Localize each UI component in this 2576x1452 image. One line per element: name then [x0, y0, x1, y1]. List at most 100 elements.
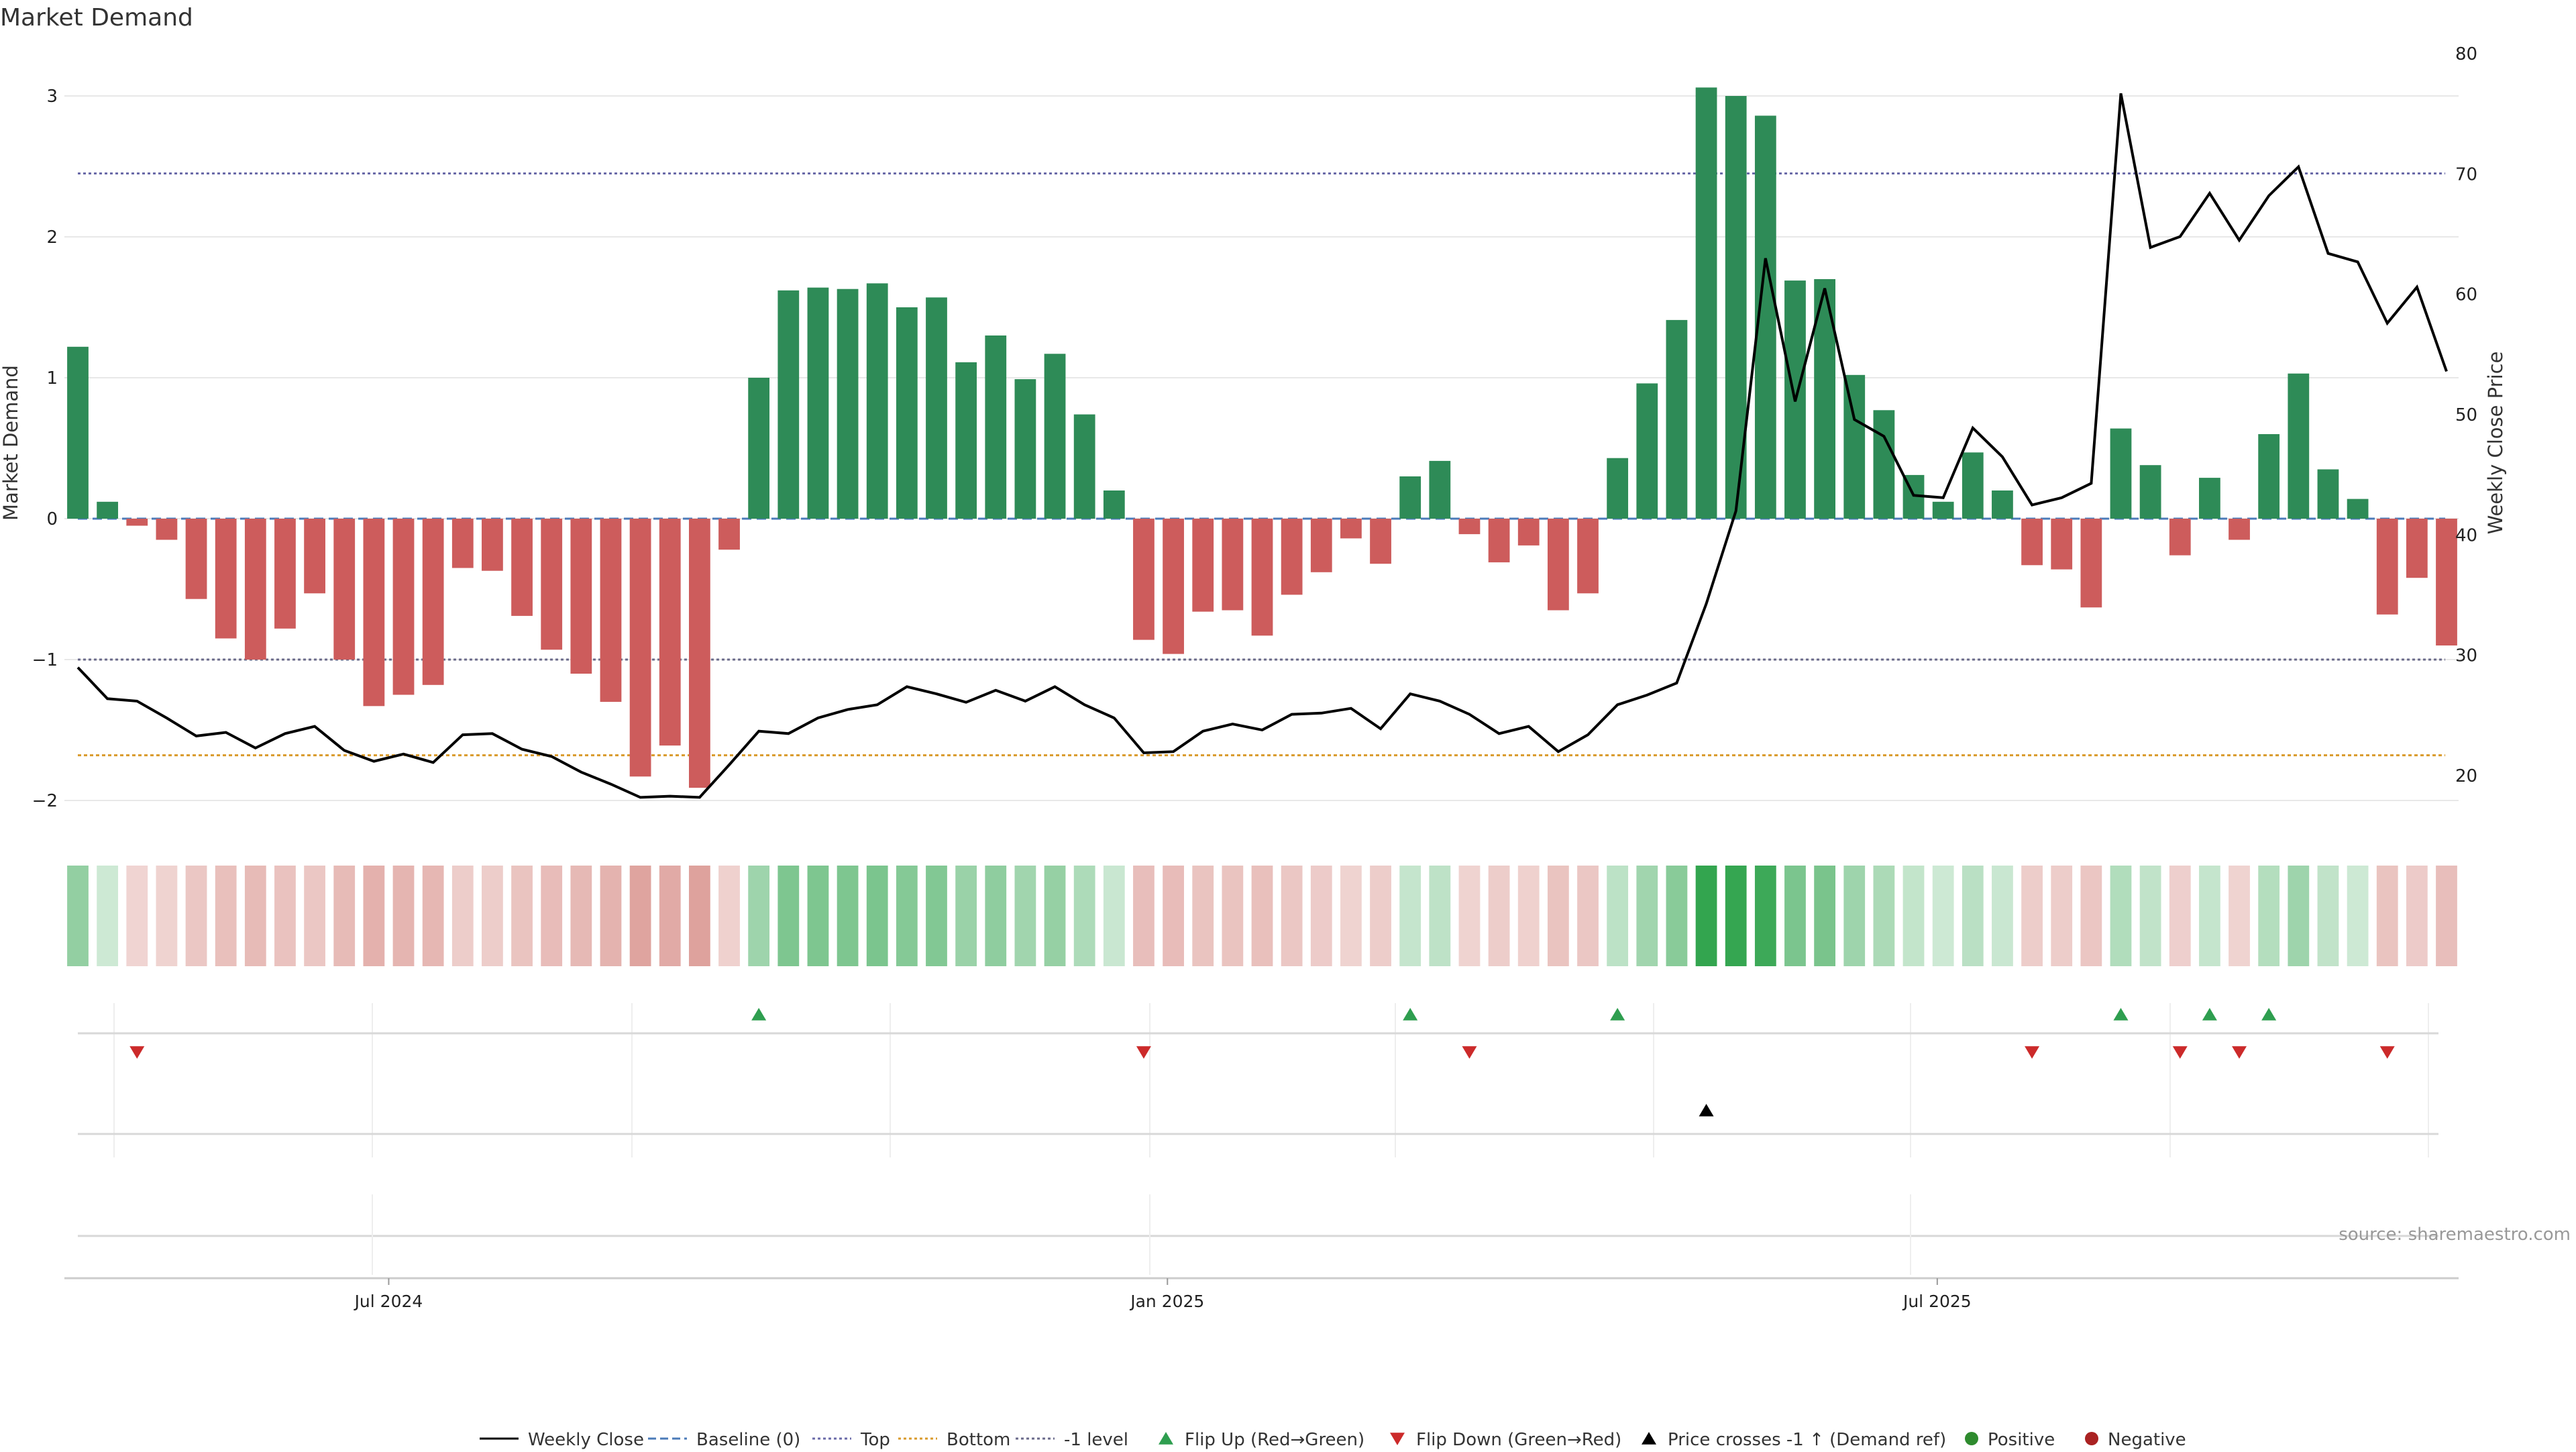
- heat-cell: [837, 866, 859, 966]
- demand-bar: [1429, 460, 1451, 519]
- demand-bar: [985, 335, 1007, 519]
- demand-bar: [629, 519, 651, 777]
- heat-cell: [422, 866, 444, 966]
- heat-cell: [1607, 866, 1629, 966]
- heat-cell: [777, 866, 800, 966]
- flip-up-marker: [2202, 1008, 2217, 1021]
- demand-bars: [67, 87, 2457, 788]
- demand-bar: [156, 519, 178, 540]
- demand-bar: [1547, 519, 1569, 611]
- flip-down-marker: [2232, 1046, 2247, 1059]
- legend-top-label: Top: [860, 1430, 890, 1449]
- heat-cell: [1222, 866, 1244, 966]
- heat-cell: [2169, 866, 2191, 966]
- heat-cell: [2199, 866, 2220, 966]
- demand-bar: [1488, 519, 1510, 563]
- heat-cell: [274, 866, 296, 966]
- demand-bar: [955, 362, 977, 519]
- heat-cell: [1044, 866, 1066, 966]
- demand-bar: [1014, 379, 1036, 519]
- flip-down-marker: [1462, 1046, 1477, 1059]
- heat-cell: [1429, 866, 1451, 966]
- heat-cell: [2051, 866, 2073, 966]
- heat-cell: [1843, 866, 1866, 966]
- heat-cell: [333, 866, 356, 966]
- heat-cell: [866, 866, 888, 966]
- demand-bar: [837, 289, 859, 519]
- heat-cell: [451, 866, 474, 966]
- y-tick-label: 1: [46, 368, 58, 388]
- legend-positive-label: Positive: [1988, 1430, 2055, 1449]
- demand-bar: [2436, 519, 2457, 645]
- heat-cell: [1725, 866, 1747, 966]
- legend-price_cross-label: Price crosses -1 ↑ (Demand ref): [1668, 1430, 1946, 1449]
- demand-heat-strip: [67, 866, 2457, 966]
- heat-cell: [2080, 866, 2102, 966]
- heat-cell: [1517, 866, 1540, 966]
- price-cross-marker: [1699, 1104, 1714, 1117]
- heat-cell: [2110, 866, 2132, 966]
- demand-bar: [896, 307, 918, 519]
- demand-bar: [600, 519, 622, 702]
- heat-cell: [304, 866, 325, 966]
- heat-cell: [97, 866, 119, 966]
- heat-cell: [2258, 866, 2280, 966]
- demand-bar: [67, 346, 89, 519]
- demand-bar: [2229, 519, 2250, 540]
- heat-cell: [1163, 866, 1184, 966]
- demand-bar: [1607, 458, 1629, 519]
- legend-bottom-label: Bottom: [947, 1430, 1010, 1449]
- heat-cell: [2406, 866, 2428, 966]
- demand-bar: [2317, 469, 2339, 519]
- flip-down-marker: [2025, 1046, 2040, 1059]
- demand-bar: [1458, 519, 1481, 535]
- heat-cell: [1281, 866, 1303, 966]
- demand-bar: [1636, 383, 1658, 519]
- demand-bar: [126, 519, 148, 526]
- y2-tick-labels: 20 30 40 50 60 70 80: [2455, 44, 2477, 786]
- legend-positive-swatch: [1965, 1432, 1978, 1445]
- heat-cell: [1577, 866, 1599, 966]
- y2-tick-label: 70: [2455, 164, 2477, 185]
- demand-bar: [1370, 519, 1391, 564]
- heat-cell: [1814, 866, 1836, 966]
- demand-bar: [1962, 452, 1984, 519]
- heat-cell: [688, 866, 710, 966]
- demand-bar: [1340, 519, 1362, 539]
- demand-bar: [2376, 519, 2398, 615]
- event-panels: [78, 1003, 2438, 1275]
- heat-cell: [541, 866, 563, 966]
- demand-bar: [363, 519, 385, 707]
- x-tick-label: Jul 2024: [354, 1292, 423, 1311]
- heat-cell: [718, 866, 740, 966]
- heat-cell: [896, 866, 918, 966]
- heat-cell: [1103, 866, 1125, 966]
- heat-cell: [629, 866, 651, 966]
- heat-cell: [2139, 866, 2161, 966]
- heat-cell: [926, 866, 947, 966]
- heat-cell: [748, 866, 770, 966]
- heat-cell: [2021, 866, 2043, 966]
- heat-cell: [2436, 866, 2457, 966]
- x-axis: Jul 2024 Jan 2025 Jul 2025: [64, 1277, 2459, 1311]
- heat-cell: [1073, 866, 1095, 966]
- y-tick-label: 3: [46, 87, 58, 107]
- demand-bar: [511, 519, 533, 616]
- heat-cell: [1251, 866, 1273, 966]
- flip-up-marker: [751, 1008, 767, 1021]
- flip-down-marker: [1136, 1046, 1151, 1059]
- y-tick-label: −2: [32, 791, 58, 811]
- heat-cell: [1873, 866, 1895, 966]
- legend-minus_one-label: -1 level: [1064, 1430, 1128, 1449]
- demand-bar: [422, 519, 444, 685]
- heat-cell: [1992, 866, 2013, 966]
- demand-bar: [2288, 373, 2310, 519]
- heat-cell: [600, 866, 622, 966]
- y2-tick-label: 80: [2455, 44, 2477, 64]
- heat-cell: [156, 866, 178, 966]
- legend: Weekly Close Baseline (0) Top Bottom -1 leve…: [480, 1430, 2186, 1450]
- legend-weekly_close-label: Weekly Close: [528, 1430, 644, 1449]
- legend-flip_up-label: Flip Up (Red→Green): [1185, 1430, 1364, 1449]
- demand-bar: [2169, 519, 2191, 556]
